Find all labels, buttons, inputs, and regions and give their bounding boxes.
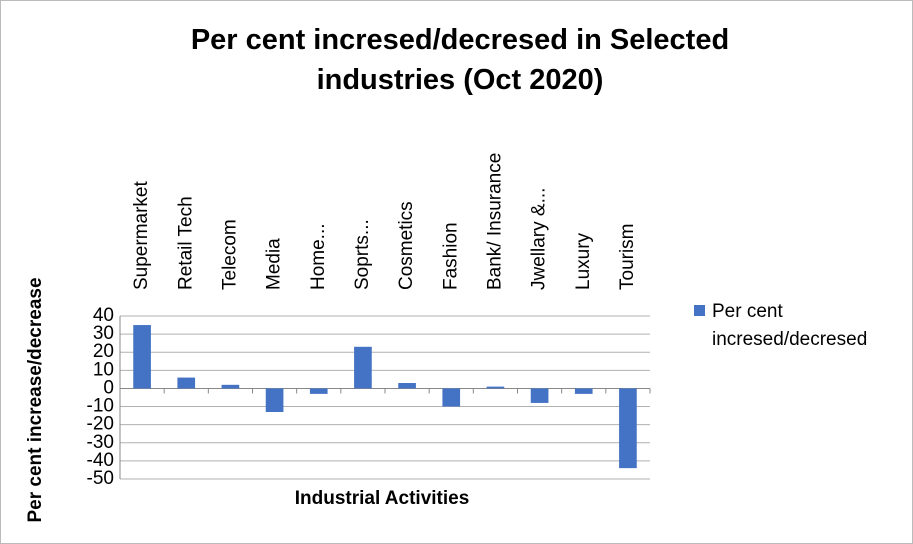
x-tick-label: Bank/ Insurance	[484, 153, 505, 290]
x-tick-label: Tourism	[617, 223, 638, 290]
legend-label: Per cent incresed/decresed	[712, 301, 868, 350]
y-tick-label: -50	[87, 468, 114, 489]
bar	[619, 388, 637, 469]
bar	[221, 384, 240, 389]
bar	[133, 325, 151, 389]
y-axis-title: Per cent increase/decrease	[25, 277, 46, 522]
bar	[354, 346, 372, 389]
y-tick-label: -40	[87, 450, 114, 471]
x-tick-label: Luxury	[573, 232, 594, 290]
y-tick-label: -10	[87, 396, 114, 417]
y-tick-label: 30	[93, 323, 114, 344]
x-tick-label: Home...	[308, 223, 329, 290]
bar	[530, 388, 549, 403]
x-tick-label: Media	[264, 238, 285, 290]
y-tick-label: 40	[93, 305, 114, 326]
x-tick-label: Supermarket	[131, 181, 152, 290]
bar	[177, 377, 196, 389]
x-tick-label: Soprts...	[352, 219, 373, 290]
x-axis-title: Industrial Activities	[295, 488, 470, 509]
x-tick-label: Retail Tech	[175, 196, 196, 290]
y-tick-label: -20	[87, 414, 114, 435]
y-tick-label: -30	[87, 432, 114, 453]
legend-swatch	[694, 305, 705, 316]
x-tick-label: Fashion	[440, 222, 461, 290]
y-tick-label: 20	[93, 341, 114, 362]
bar	[486, 386, 505, 389]
chart-title: Per cent incresed/decresed in Selected i…	[190, 24, 730, 96]
x-tick-label: Telecom	[219, 219, 240, 290]
bar	[265, 388, 284, 412]
bar	[398, 383, 416, 389]
x-tick-label: Cosmetics	[396, 201, 417, 290]
x-tick-label: Jwellary &...	[529, 188, 550, 290]
bar	[309, 388, 328, 394]
bar	[574, 388, 593, 394]
y-tick-label: 0	[103, 377, 114, 398]
bar	[442, 388, 461, 407]
y-tick-label: 10	[93, 359, 114, 380]
